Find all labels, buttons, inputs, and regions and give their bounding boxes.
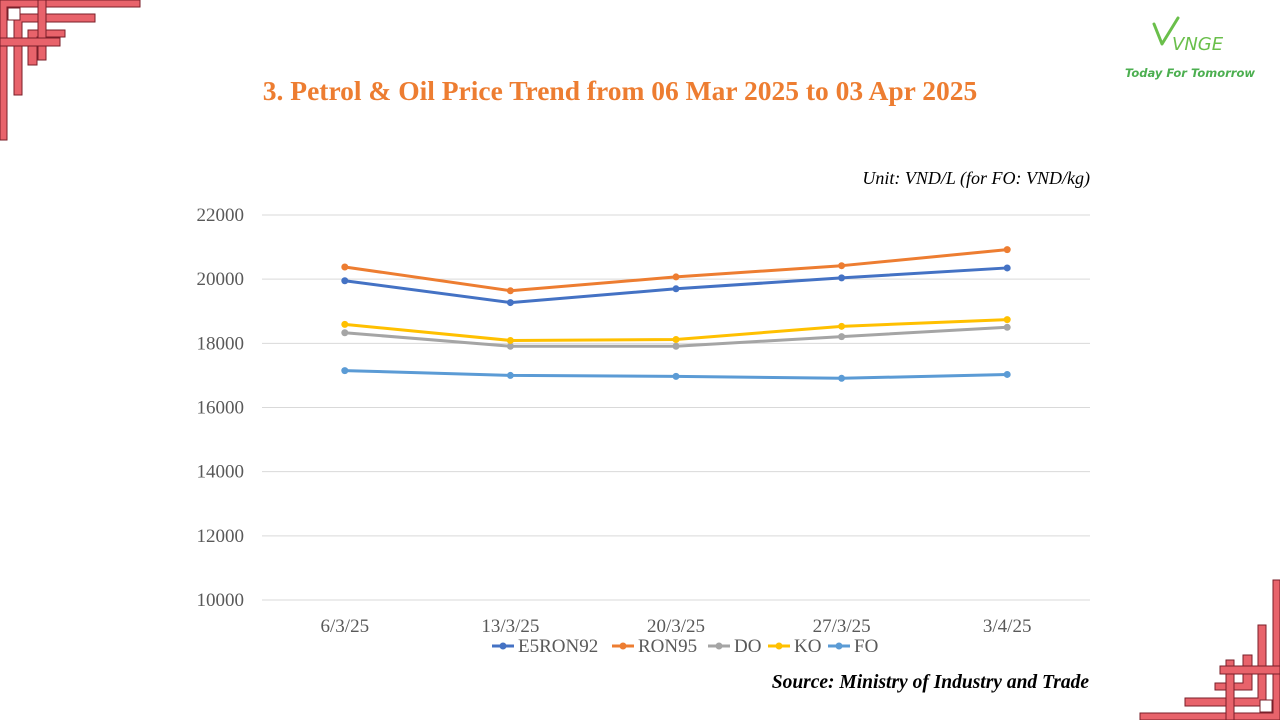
legend-marker bbox=[775, 642, 783, 650]
page-title: 3. Petrol & Oil Price Trend from 06 Mar … bbox=[262, 75, 978, 106]
corner-ornament-top-left bbox=[0, 0, 141, 141]
x-tick-label: 6/3/25 bbox=[321, 616, 370, 637]
y-tick-label: 10000 bbox=[197, 590, 245, 611]
series-fo bbox=[341, 367, 1011, 382]
legend-label: FO bbox=[854, 636, 878, 657]
x-tick-label: 3/4/25 bbox=[983, 616, 1032, 637]
legend-item-fo: FO bbox=[828, 636, 878, 657]
legend-marker bbox=[715, 642, 723, 650]
y-tick-label: 14000 bbox=[197, 462, 245, 483]
data-point bbox=[838, 322, 846, 330]
vnge-logo-mark: VNGE bbox=[1152, 16, 1224, 55]
legend-marker bbox=[499, 642, 507, 650]
data-point bbox=[1003, 264, 1011, 272]
chart-legend: E5RON92 RON95 DO KO FO bbox=[492, 636, 878, 657]
logo-tagline: Today For Tomorrow bbox=[1125, 66, 1255, 80]
series-ron95 bbox=[341, 246, 1011, 295]
y-tick-label: 12000 bbox=[197, 526, 245, 547]
corner-ornament-bottom-right bbox=[1139, 579, 1280, 720]
data-point bbox=[506, 299, 514, 307]
data-point bbox=[672, 285, 680, 293]
legend-marker bbox=[835, 642, 843, 650]
legend-label: KO bbox=[794, 636, 821, 657]
series-line bbox=[343, 266, 1009, 305]
data-point bbox=[1003, 246, 1011, 254]
legend-item-e5ron92: E5RON92 bbox=[492, 636, 598, 657]
y-tick-label: 16000 bbox=[197, 398, 245, 419]
data-point bbox=[838, 262, 846, 270]
data-point bbox=[341, 320, 349, 328]
legend-label: E5RON92 bbox=[518, 636, 598, 657]
data-point bbox=[672, 342, 680, 350]
data-point bbox=[506, 371, 514, 379]
y-axis-tick-labels: 10000 12000 14000 16000 18000 20000 22000 bbox=[197, 205, 245, 611]
data-point bbox=[1003, 323, 1011, 331]
series-line bbox=[343, 248, 1009, 293]
series-e5ron92 bbox=[341, 264, 1011, 307]
data-point bbox=[506, 342, 514, 350]
unit-note: Unit: VND/L (for FO: VND/kg) bbox=[862, 168, 1090, 188]
data-point bbox=[341, 277, 349, 285]
data-point bbox=[506, 287, 514, 295]
legend-item-ko: KO bbox=[768, 636, 821, 657]
legend-item-do: DO bbox=[708, 636, 761, 657]
data-point bbox=[506, 336, 514, 344]
vnge-logo: VNGE Today For Tomorrow bbox=[1120, 14, 1260, 86]
data-point bbox=[838, 333, 846, 341]
x-tick-label: 13/3/25 bbox=[481, 616, 539, 637]
data-point bbox=[672, 335, 680, 343]
svg-text:VNGE: VNGE bbox=[1172, 34, 1224, 55]
data-point bbox=[1003, 370, 1011, 378]
data-point bbox=[341, 367, 349, 375]
data-point bbox=[672, 372, 680, 380]
y-tick-label: 18000 bbox=[197, 333, 245, 354]
data-point bbox=[838, 374, 846, 382]
data-point bbox=[838, 274, 846, 282]
source-note: Source: Ministry of Industry and Trade bbox=[771, 672, 1089, 693]
x-tick-label: 27/3/25 bbox=[813, 616, 871, 637]
legend-marker bbox=[619, 642, 627, 650]
data-point bbox=[672, 273, 680, 281]
data-point bbox=[341, 263, 349, 271]
data-point bbox=[1003, 316, 1011, 324]
x-axis-tick-labels: 6/3/25 13/3/25 20/3/25 27/3/25 3/4/25 bbox=[321, 616, 1032, 637]
legend-label: DO bbox=[734, 636, 761, 657]
x-tick-label: 20/3/25 bbox=[647, 616, 705, 637]
series-lines bbox=[341, 246, 1011, 382]
legend-item-ron95: RON95 bbox=[612, 636, 697, 657]
legend-label: RON95 bbox=[638, 636, 697, 657]
series-do bbox=[341, 323, 1011, 350]
series-ko bbox=[341, 316, 1011, 344]
data-point bbox=[341, 329, 349, 337]
y-tick-label: 20000 bbox=[197, 269, 245, 290]
y-tick-label: 22000 bbox=[197, 205, 245, 226]
